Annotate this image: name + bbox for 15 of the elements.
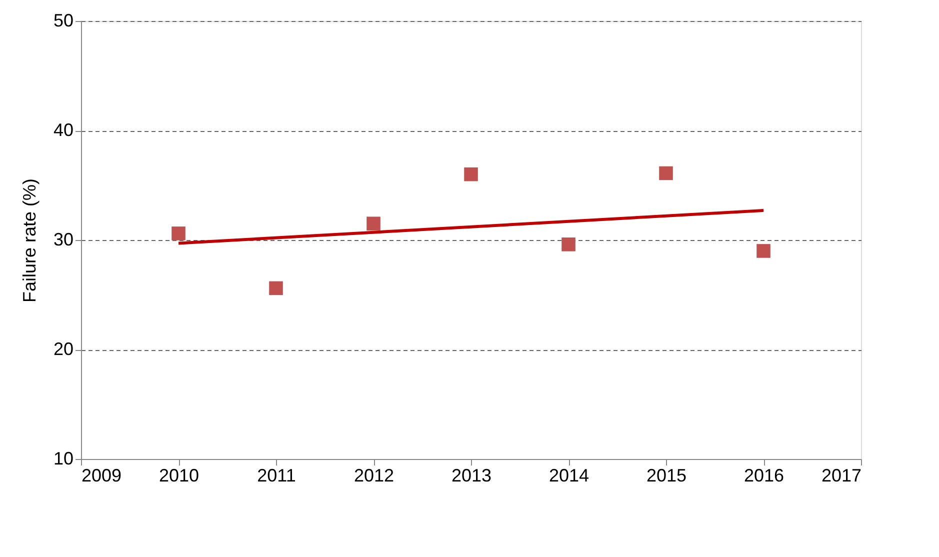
y-tick-label: 10 [53,448,74,468]
y-tick-label: 30 [53,230,74,250]
x-tick-label: 2011 [257,466,296,486]
y-tick-label: 50 [53,10,74,30]
x-tick-label: 2015 [646,466,687,486]
y-tick-label: 40 [53,120,74,140]
x-tick-label: 2017 [821,466,862,486]
x-tick-label: 2012 [354,466,394,486]
x-tick-label: 2010 [158,466,200,486]
x-tick-label: 2009 [82,466,122,486]
x-tick-label: 2013 [451,466,492,486]
x-tick-label: 2016 [744,466,784,486]
y-tick-label: 20 [53,339,74,359]
y-axis-title: Failure rate (%) [19,178,40,303]
x-tick-label: 2014 [548,466,590,486]
